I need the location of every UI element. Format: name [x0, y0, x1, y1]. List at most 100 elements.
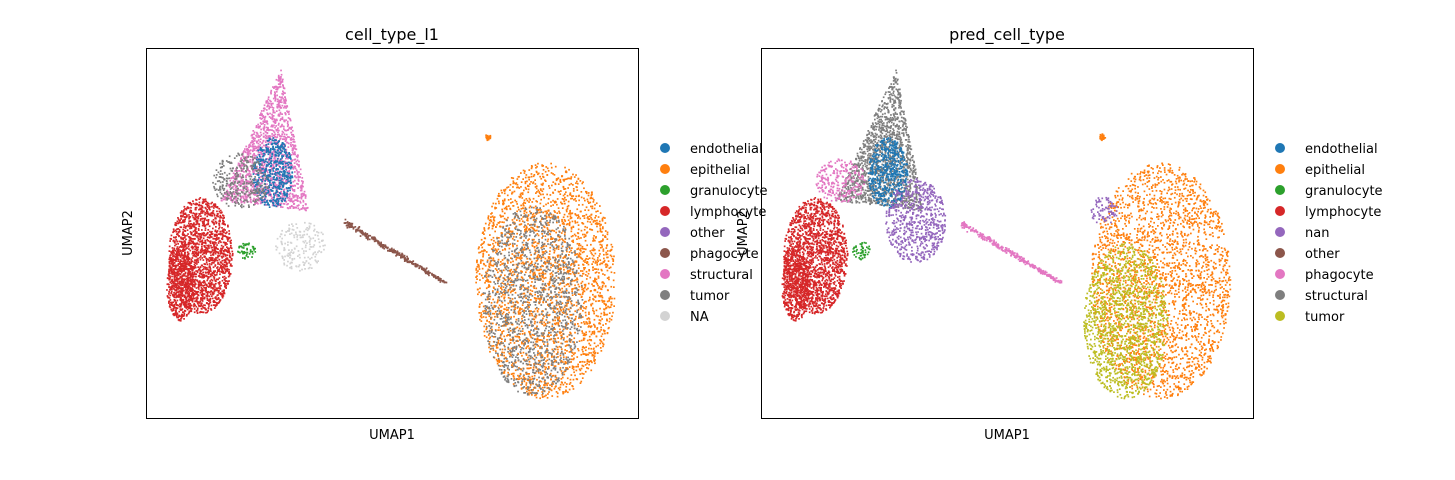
point	[502, 342, 504, 344]
point	[600, 335, 603, 338]
point	[546, 240, 549, 243]
point	[605, 303, 607, 306]
point	[501, 288, 503, 291]
point	[601, 286, 604, 288]
point	[591, 361, 593, 364]
point	[364, 232, 367, 234]
point	[552, 192, 555, 194]
point	[504, 304, 506, 306]
point	[262, 166, 265, 169]
point	[546, 259, 549, 262]
point	[570, 235, 573, 238]
point	[592, 240, 594, 242]
point	[523, 226, 525, 228]
point	[424, 272, 427, 275]
point	[503, 299, 506, 302]
point	[571, 355, 573, 357]
point	[557, 235, 559, 238]
point	[245, 198, 248, 201]
point	[263, 116, 265, 119]
point	[584, 261, 586, 263]
point	[497, 282, 499, 285]
point	[555, 299, 558, 302]
point	[498, 202, 500, 205]
point	[529, 392, 532, 394]
point	[560, 250, 563, 252]
point	[546, 233, 548, 235]
point	[525, 352, 527, 355]
point	[522, 248, 525, 250]
point	[580, 191, 583, 193]
point	[583, 267, 585, 269]
point	[514, 216, 516, 219]
point	[585, 206, 588, 209]
point	[507, 309, 509, 311]
point	[533, 310, 536, 313]
point	[552, 221, 554, 224]
point	[512, 180, 515, 183]
point	[542, 229, 544, 232]
point	[503, 335, 506, 338]
point	[548, 229, 551, 232]
point	[525, 359, 528, 361]
point	[543, 260, 546, 263]
point	[559, 332, 561, 335]
point	[528, 381, 531, 383]
point	[512, 232, 514, 235]
point	[511, 257, 513, 260]
point	[596, 222, 599, 225]
point	[590, 228, 593, 231]
point	[594, 216, 596, 219]
point	[276, 195, 278, 198]
point	[263, 118, 266, 121]
point	[555, 271, 558, 274]
point	[555, 296, 557, 298]
point	[276, 104, 279, 106]
point	[531, 224, 534, 226]
point	[294, 148, 297, 150]
point	[541, 366, 544, 369]
point	[247, 160, 250, 162]
point	[600, 268, 603, 271]
point	[512, 301, 514, 304]
point	[492, 336, 495, 338]
point	[500, 253, 502, 255]
point	[500, 300, 503, 303]
point	[599, 243, 602, 246]
point	[566, 383, 568, 385]
point	[500, 274, 502, 276]
point	[512, 383, 515, 385]
point	[512, 346, 514, 349]
point	[244, 148, 246, 150]
point	[515, 348, 517, 351]
point	[524, 224, 526, 227]
point	[255, 126, 258, 129]
point	[559, 272, 562, 274]
point	[583, 217, 586, 219]
panel-1-points	[166, 69, 616, 400]
point	[529, 384, 532, 386]
point	[506, 276, 509, 278]
point	[441, 280, 444, 282]
point	[552, 181, 555, 183]
point	[274, 99, 277, 102]
point	[599, 227, 602, 230]
point	[518, 223, 521, 226]
point	[580, 270, 582, 272]
point	[501, 315, 503, 317]
point	[242, 195, 244, 198]
point	[273, 131, 276, 134]
point	[287, 117, 290, 119]
point	[488, 254, 490, 256]
point	[567, 299, 569, 302]
point	[563, 337, 565, 339]
point	[556, 261, 559, 264]
point	[509, 281, 512, 283]
point	[280, 202, 283, 205]
point	[502, 376, 505, 378]
point	[589, 344, 592, 347]
point	[510, 378, 513, 380]
point	[595, 237, 597, 239]
point	[577, 349, 580, 352]
point	[511, 253, 514, 255]
